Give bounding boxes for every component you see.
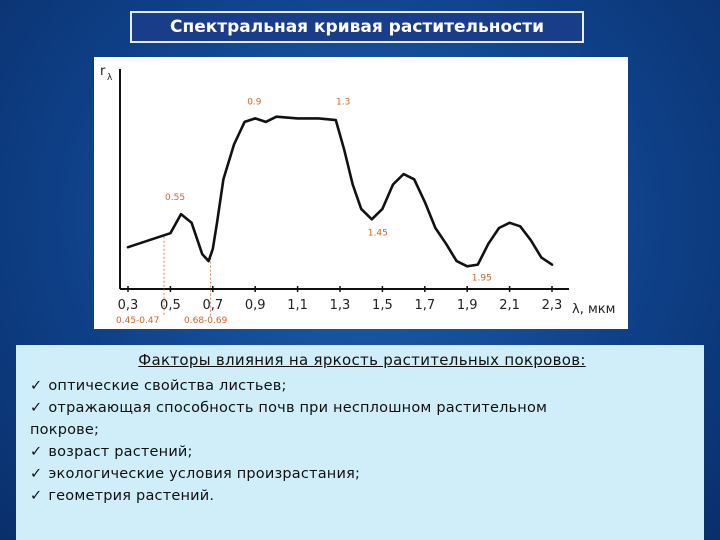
- factor-item: ✓ оптические свойства листьев;: [30, 375, 694, 397]
- x-tick-label: 1,3: [330, 298, 351, 313]
- x-tick-label: 1,1: [287, 298, 308, 313]
- spectral-chart-svg: r λ 0,3 0,5 0,7 0,9 1,1 1,3 1,5 1,7 1,9 2,1 2,3 λ, мк…: [100, 64, 615, 326]
- factor-item-text: оптические свойства листьев;: [48, 378, 287, 394]
- point-label: 0.55: [165, 193, 185, 203]
- factor-item: ✓ отражающая способность почв при несплош…: [30, 397, 694, 419]
- factor-item-text: возраст растений;: [48, 444, 193, 460]
- point-label: 1.45: [368, 228, 388, 238]
- spectral-chart: r λ 0,3 0,5 0,7 0,9 1,1 1,3 1,5 1,7 1,9 2,1 2,3 λ, мк…: [94, 57, 628, 329]
- x-tick-label: 0,9: [245, 298, 266, 313]
- factor-item-continuation: покрове;: [30, 419, 694, 441]
- spectral-curve: [126, 115, 554, 268]
- check-icon: ✓: [30, 444, 43, 460]
- check-icon: ✓: [30, 378, 43, 394]
- x-tick-label: 0,3: [118, 298, 139, 313]
- range-label: 0.68-0.69: [184, 316, 228, 326]
- check-icon: ✓: [30, 466, 43, 482]
- slide-title-text: Спектральная кривая растительности: [169, 17, 545, 37]
- factors-panel: Факторы влияния на яркость растительных …: [16, 345, 704, 540]
- slide-title: Спектральная кривая растительности: [130, 11, 584, 43]
- check-icon: ✓: [30, 400, 43, 416]
- x-tick-label: 1,9: [457, 298, 478, 313]
- point-label: 0.9: [247, 97, 262, 107]
- x-tick-label: 2,3: [542, 298, 563, 313]
- x-tick-label: 2,1: [499, 298, 520, 313]
- factors-heading: Факторы влияния на яркость растительных …: [138, 351, 586, 369]
- point-label: 1.95: [472, 274, 492, 284]
- factor-item-text: геометрия растений.: [48, 488, 215, 504]
- y-axis-label: r: [100, 64, 106, 79]
- factor-item: ✓ геометрия растений.: [30, 485, 694, 507]
- check-icon: ✓: [30, 488, 43, 504]
- y-axis-label-sub: λ: [107, 73, 113, 83]
- factor-item: ✓ экологические условия произрастания;: [30, 463, 694, 485]
- factor-item: ✓ возраст растений;: [30, 441, 694, 463]
- x-tick-label: 1,7: [414, 298, 435, 313]
- x-tick-label: 0,7: [202, 298, 223, 313]
- range-label: 0.45-0.47: [116, 316, 159, 326]
- x-tick-label: 1,5: [372, 298, 393, 313]
- x-tick-label: 0,5: [160, 298, 181, 313]
- x-axis-label: λ, мкм: [572, 302, 615, 317]
- point-label: 1.3: [336, 97, 350, 107]
- factor-item-text: отражающая способность почв при несплошн…: [48, 400, 548, 416]
- factor-item-text: покрове;: [30, 422, 100, 438]
- factor-item-text: экологические условия произрастания;: [48, 466, 361, 482]
